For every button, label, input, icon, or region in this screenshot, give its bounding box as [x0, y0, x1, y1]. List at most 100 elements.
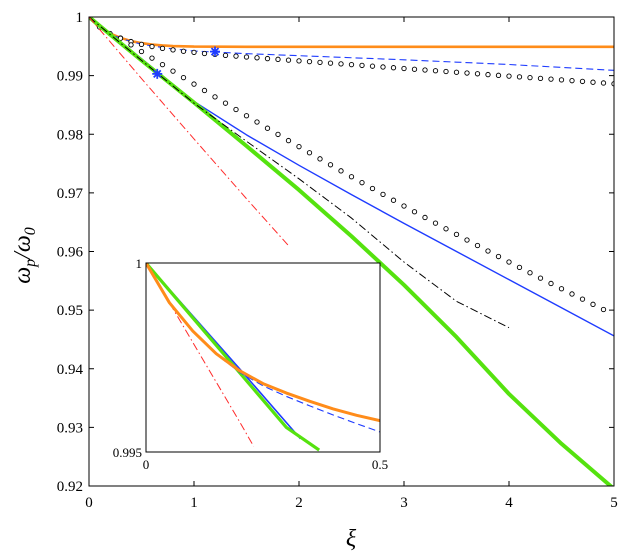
main-series-4-point — [569, 291, 575, 297]
main-series-3-point — [275, 56, 281, 62]
main-series-8-line — [89, 17, 289, 246]
main-series-4-point — [453, 231, 460, 238]
main-series-3-point — [306, 58, 313, 65]
main-series-4-point — [495, 253, 502, 260]
main-series-3-point — [138, 41, 145, 48]
main-series-3-point — [495, 72, 502, 78]
y-tick-label: 0.99 — [57, 69, 83, 85]
x-tick-label: 0 — [85, 495, 93, 511]
main-series-3-point — [401, 65, 407, 72]
main-series-4-point — [390, 197, 397, 203]
inset-x-tick-label: 0 — [143, 457, 150, 472]
y-axis-label: ωp/ω0 — [10, 227, 39, 284]
main-series-4-point — [359, 180, 365, 186]
main-series-4-point — [401, 203, 407, 209]
inset-y-tick-label: 1 — [136, 256, 143, 271]
main-series-3-point — [432, 68, 439, 74]
main-series-4-point — [201, 87, 208, 94]
y-tick-label: 0.92 — [57, 479, 83, 495]
main-series-3-point — [443, 68, 449, 75]
main-series-4-point — [348, 174, 355, 180]
main-series-4-point — [506, 259, 512, 265]
main-series-3-point — [569, 78, 575, 84]
x-axis-label: ξ — [346, 526, 357, 552]
x-tick-label: 1 — [190, 495, 198, 511]
inset-y-tick-label: 0.995 — [113, 445, 142, 460]
main-series-4-point — [191, 81, 197, 87]
y-tick-label: 0.96 — [57, 245, 84, 261]
main-series-4 — [117, 35, 607, 313]
main-series-4-point — [600, 306, 607, 313]
main-series-3-point — [390, 65, 397, 71]
main-series-4-point — [411, 209, 418, 215]
main-series-4-point — [537, 275, 544, 281]
x-tick-label: 2 — [295, 495, 303, 511]
x-tick-label: 5 — [610, 495, 618, 511]
main-series-3-point — [411, 66, 418, 72]
main-series-4-point — [516, 264, 523, 271]
main-series-4-point — [149, 55, 155, 61]
main-series-4-point — [285, 137, 292, 144]
main-series-4-point — [128, 42, 134, 48]
main-series-4-point — [422, 214, 428, 221]
main-series-3-point — [558, 77, 565, 83]
main-series-3-point — [170, 47, 176, 53]
inset-plot: 0 0.5 0.995 1 — [113, 256, 388, 472]
main-series-3-point — [506, 73, 512, 79]
main-series-4-point — [243, 113, 250, 119]
main-series-3-point — [579, 78, 586, 85]
main-series-4-point — [432, 220, 439, 226]
main-series-4-point — [180, 74, 187, 81]
main-series-3-point — [327, 60, 334, 66]
main-series-3-point — [548, 76, 554, 82]
main-series-4-point — [590, 301, 596, 307]
main-series-1-line — [89, 17, 614, 49]
main-series-3-point — [191, 49, 197, 56]
main-series-4-point — [170, 68, 176, 74]
main-series-3-point — [296, 58, 302, 64]
x-tick-label: 4 — [505, 495, 513, 511]
main-series-4-point — [579, 296, 586, 302]
main-plot: 0 1 2 3 4 5 0.92 0.93 0.94 0.95 0.96 0.97 0.98 0.99 1 ω… — [10, 10, 618, 511]
main-series-3-point — [590, 79, 596, 85]
main-series-4-point — [474, 242, 481, 249]
main-asterisk-1 — [210, 46, 220, 57]
y-tick-label: 0.98 — [57, 127, 83, 143]
main-series-3-point — [159, 45, 166, 52]
main-series-3-point — [338, 61, 344, 67]
main-series-4-point — [558, 286, 565, 292]
inset-x-tick-label: 0.5 — [372, 457, 388, 472]
main-series-3-point — [180, 48, 187, 54]
main-series-3-point — [254, 55, 260, 61]
y-tick-label: 0.95 — [57, 303, 83, 319]
main-series-4-point — [159, 61, 166, 68]
main-series-4-point — [275, 131, 281, 138]
main-series-4-point — [443, 226, 449, 232]
main-series-4-point — [485, 248, 491, 254]
main-asterisk-1-stroke — [210, 47, 220, 56]
main-series-3-point — [600, 80, 607, 86]
main-series-3-point — [485, 71, 491, 78]
main-series-4-point — [296, 144, 302, 150]
y-tick-label: 0.97 — [57, 186, 84, 202]
main-series-7-line — [89, 17, 510, 329]
main-series-4-point — [264, 125, 271, 131]
main-series-3-point — [201, 50, 208, 57]
main-series-3-point — [474, 71, 481, 77]
x-tick-label: 3 — [400, 495, 408, 511]
y-tick-label: 0.93 — [57, 420, 83, 436]
main-series-3-point — [348, 62, 355, 68]
main-series-4-point — [527, 270, 533, 276]
main-series-3-point — [285, 57, 292, 63]
main-series-4-point — [338, 168, 344, 174]
main-series-4-point — [327, 162, 334, 168]
main-series-4-point — [548, 280, 554, 287]
inset-frame — [145, 262, 381, 453]
main-series-3-point — [453, 69, 460, 75]
main-series-4-point — [306, 150, 313, 156]
main-series-4-point — [369, 185, 376, 192]
main-series-3-point — [464, 70, 470, 76]
y-tick-label: 1 — [76, 10, 84, 26]
